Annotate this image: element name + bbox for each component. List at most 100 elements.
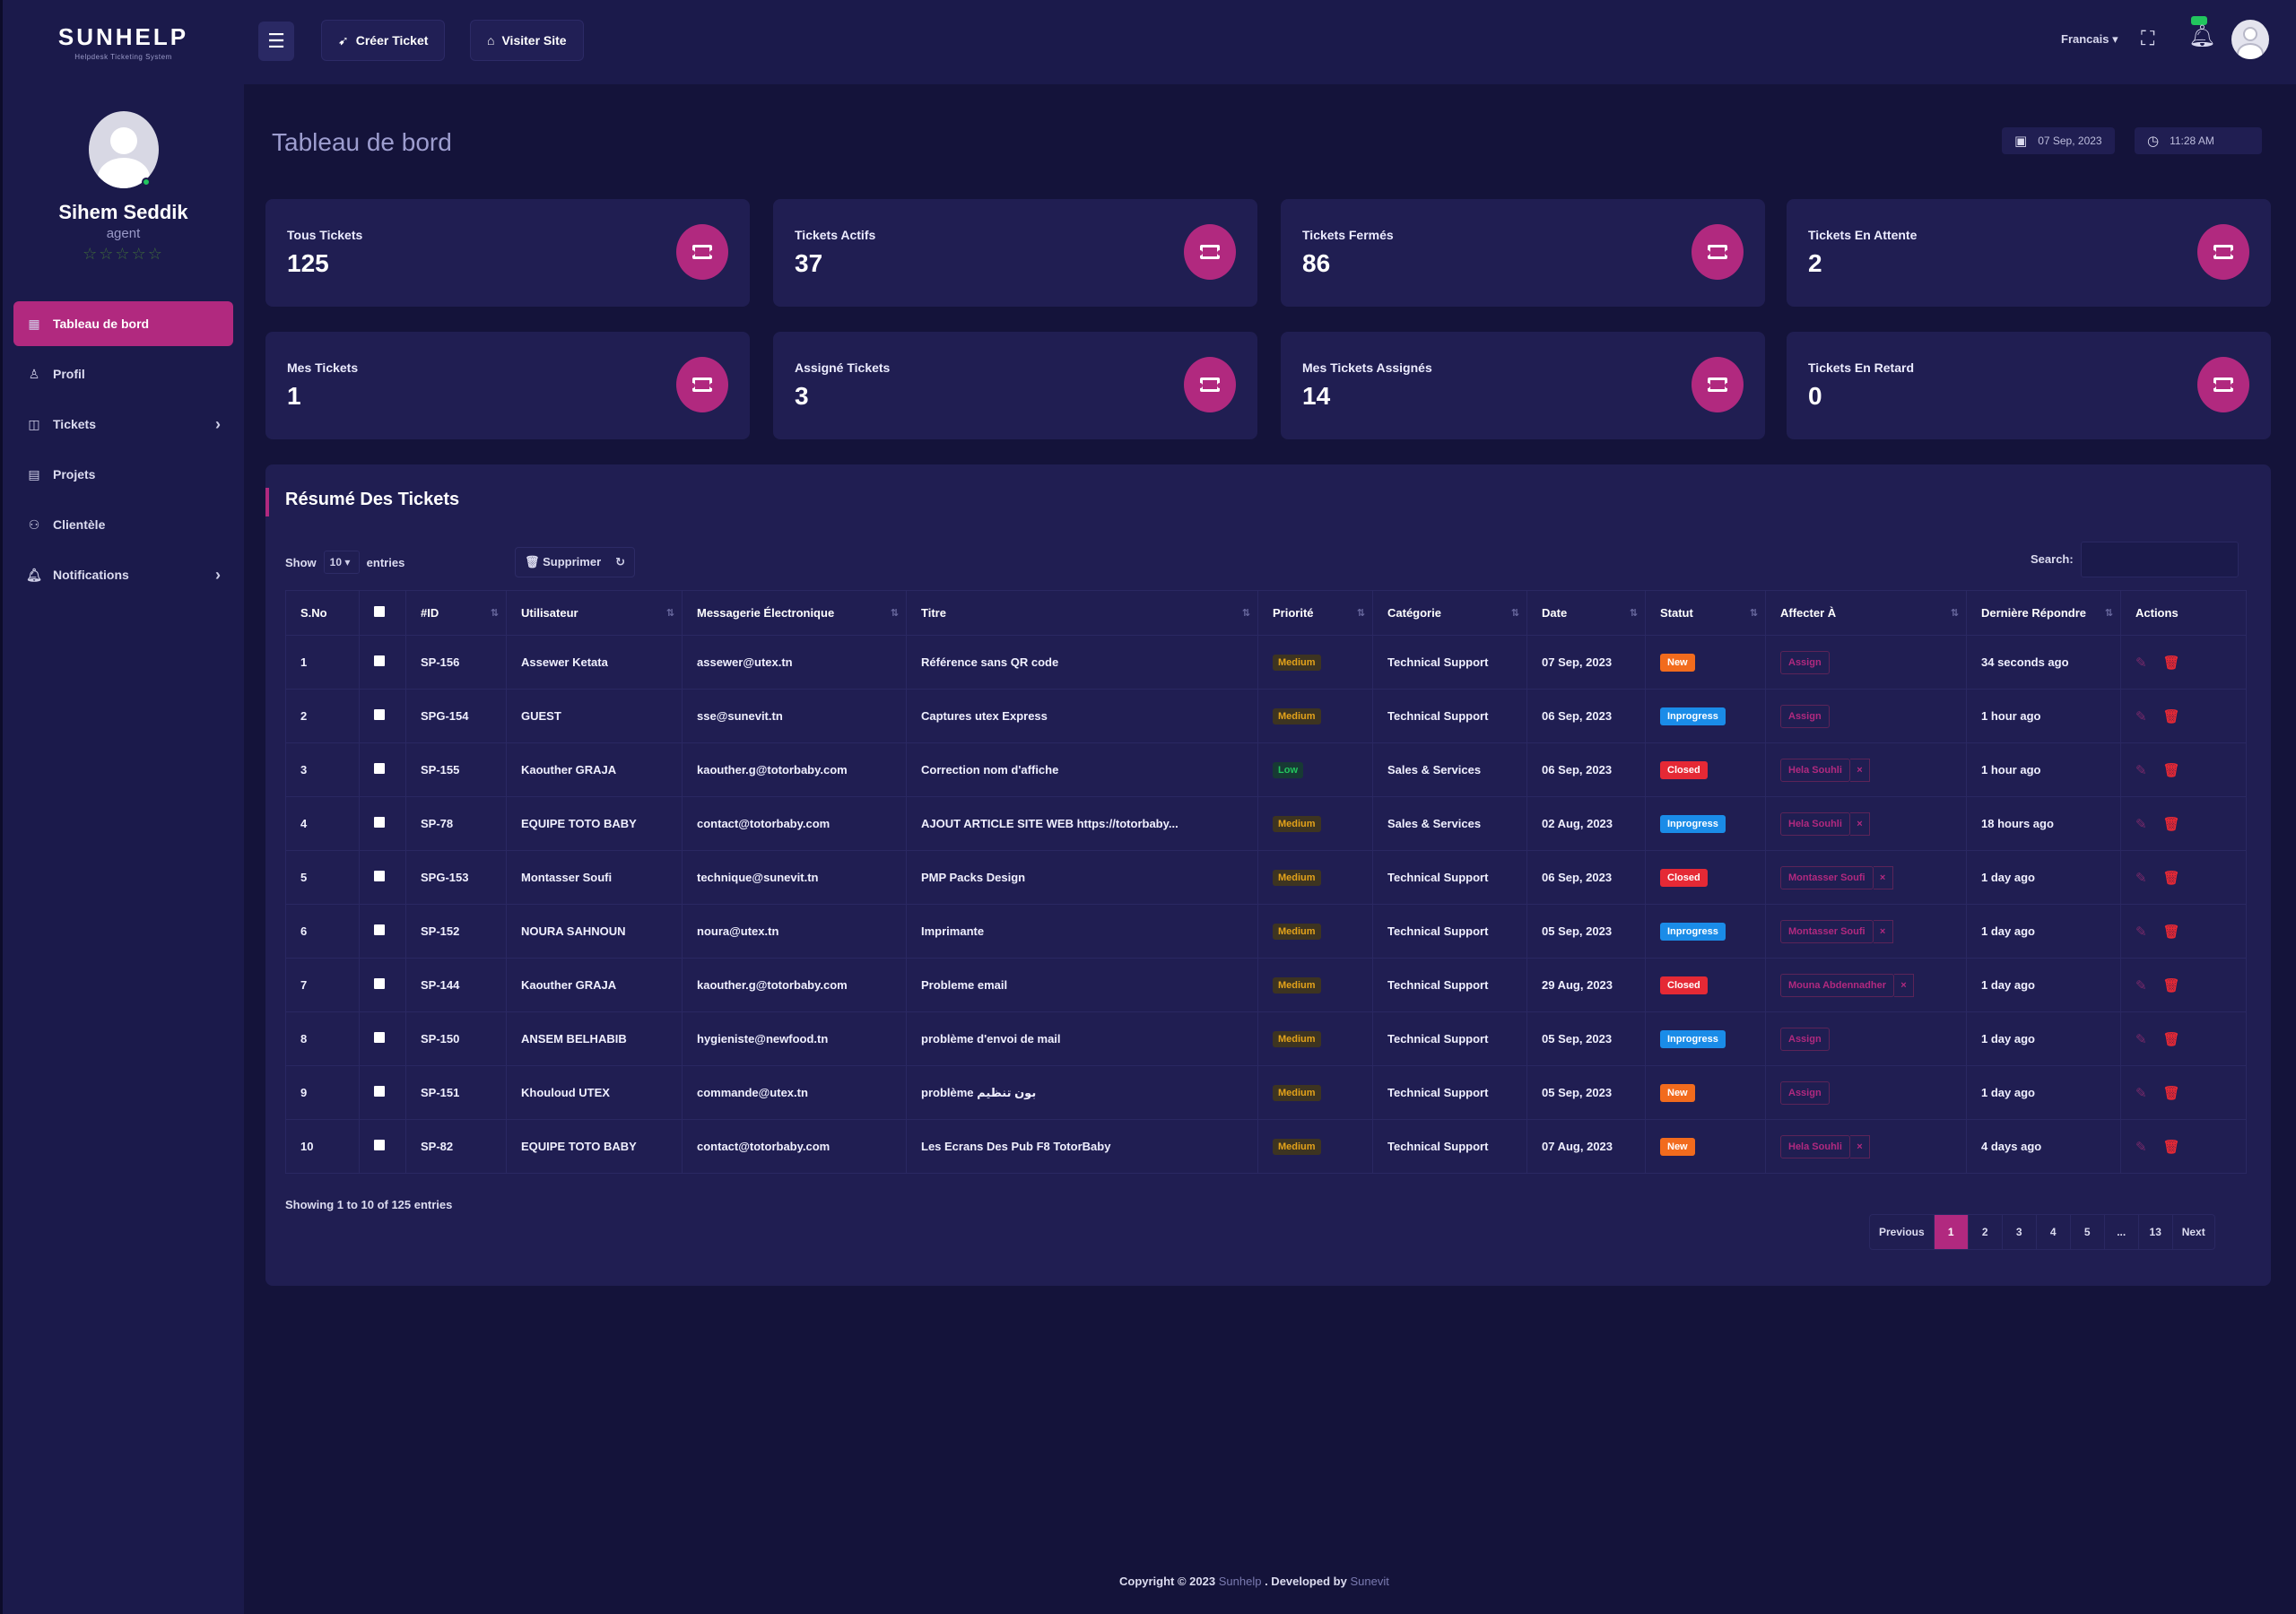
cell-select[interactable] (359, 742, 406, 797)
column-header[interactable]: Catégorie ⇅ (1372, 590, 1527, 636)
cell-select[interactable] (359, 1065, 406, 1120)
checkbox[interactable] (374, 606, 385, 617)
cell-title[interactable]: problème بون تنظيم (906, 1065, 1258, 1120)
edit-icon[interactable]: ✎ (2135, 708, 2147, 725)
edit-icon[interactable]: ✎ (2135, 1139, 2147, 1155)
trash-icon[interactable]: 🗑︎ (2162, 762, 2180, 778)
cell-title[interactable]: Correction nom d'affiche (906, 742, 1258, 797)
stat-card-my-tickets[interactable]: Mes Tickets 1 (265, 332, 750, 439)
column-header[interactable]: Dernière Répondre ⇅ (1966, 590, 2121, 636)
assign-select[interactable]: Assign (1780, 704, 1830, 728)
page-2-button[interactable]: 2 (1969, 1215, 2003, 1249)
checkbox[interactable] (374, 763, 385, 774)
column-header[interactable]: Affecter À ⇅ (1765, 590, 1967, 636)
cell-select[interactable] (359, 689, 406, 743)
logo[interactable]: SUNHELP Helpdesk Ticketing System (3, 0, 244, 84)
assign-select[interactable]: Assign (1780, 650, 1830, 674)
cell-id[interactable]: SP-144 (405, 958, 507, 1012)
table-row[interactable]: 2 SPG-154 GUEST sse@sunevit.tn Captures utex… (285, 689, 2247, 743)
cell-id[interactable]: SP-78 (405, 796, 507, 851)
create-ticket-button[interactable]: ➹ Créer Ticket (321, 20, 446, 61)
stat-card-active-tickets[interactable]: Tickets Actifs 37 (773, 199, 1257, 307)
table-row[interactable]: 3 SP-155 Kaouther GRAJA kaouther.g@totorbab… (285, 742, 2247, 797)
edit-icon[interactable]: ✎ (2135, 1031, 2147, 1047)
edit-icon[interactable]: ✎ (2135, 655, 2147, 671)
sidebar-item-profile[interactable]: ♙ Profil (13, 351, 233, 396)
table-row[interactable]: 8 SP-150 ANSEM BELHABIB hygieniste@newfood.… (285, 1011, 2247, 1066)
stat-card-all-tickets[interactable]: Tous Tickets 125 (265, 199, 750, 307)
table-row[interactable]: 1 SP-156 Assewer Ketata assewer@utex.tn Réfé… (285, 635, 2247, 690)
cell-title[interactable]: Les Ecrans Des Pub F8 TotorBaby (906, 1119, 1258, 1174)
table-row[interactable]: 5 SPG-153 Montasser Soufi technique@sunevit… (285, 850, 2247, 905)
cell-id[interactable]: SP-155 (405, 742, 507, 797)
sidebar-item-projects[interactable]: ▤ Projets (13, 452, 233, 497)
page-previous-button[interactable]: Previous (1870, 1215, 1935, 1249)
sidebar-item-tickets[interactable]: ◫ Tickets › (13, 402, 233, 447)
sidebar-item-clients[interactable]: ⚇ Clientèle (13, 502, 233, 547)
stat-card-overdue-tickets[interactable]: Tickets En Retard 0 (1787, 332, 2271, 439)
cell-id[interactable]: SPG-154 (405, 689, 507, 743)
cell-select[interactable] (359, 1011, 406, 1066)
trash-icon[interactable]: 🗑︎ (2162, 1031, 2180, 1047)
checkbox[interactable] (374, 655, 385, 666)
checkbox[interactable] (374, 871, 385, 881)
assign-select[interactable]: Hela Souhli (1780, 811, 1850, 836)
footer-brand-link[interactable]: Sunhelp (1218, 1575, 1262, 1588)
assign-select[interactable]: Hela Souhli (1780, 1134, 1850, 1158)
checkbox[interactable] (374, 1086, 385, 1097)
stat-card-pending-tickets[interactable]: Tickets En Attente 2 (1787, 199, 2271, 307)
stat-card-my-assigned-tickets[interactable]: Mes Tickets Assignés 14 (1281, 332, 1765, 439)
column-header[interactable]: Date ⇅ (1526, 590, 1646, 636)
assign-select[interactable]: Assign (1780, 1080, 1830, 1105)
search-input[interactable] (2081, 542, 2239, 577)
cell-title[interactable]: Probleme email (906, 958, 1258, 1012)
cell-select[interactable] (359, 1119, 406, 1174)
footer-developer-link[interactable]: Sunevit (1350, 1575, 1389, 1588)
column-header[interactable]: Priorité ⇅ (1257, 590, 1373, 636)
trash-icon[interactable]: 🗑︎ (2162, 816, 2180, 832)
column-header[interactable]: Utilisateur ⇅ (506, 590, 683, 636)
edit-icon[interactable]: ✎ (2135, 870, 2147, 886)
column-header[interactable]: Statut ⇅ (1645, 590, 1766, 636)
sidebar-item-notifications[interactable]: 🔔︎ Notifications › (13, 552, 233, 597)
trash-icon[interactable]: 🗑︎ (2162, 924, 2180, 940)
entries-select[interactable]: 10 ▾ (323, 551, 360, 574)
cell-title[interactable]: problème d'envoi de mail (906, 1011, 1258, 1066)
assign-select[interactable]: Montasser Soufi (1780, 865, 1874, 889)
cell-id[interactable]: SP-152 (405, 904, 507, 959)
cell-select[interactable] (359, 796, 406, 851)
user-avatar-menu[interactable] (2231, 20, 2269, 59)
edit-icon[interactable]: ✎ (2135, 762, 2147, 778)
stat-card-assigned-tickets[interactable]: Assigné Tickets 3 (773, 332, 1257, 439)
page-4-button[interactable]: 4 (2037, 1215, 2071, 1249)
edit-icon[interactable]: ✎ (2135, 924, 2147, 940)
refresh-icon[interactable]: ↻ (615, 555, 626, 568)
cell-title[interactable]: AJOUT ARTICLE SITE WEB https://totorbaby… (906, 796, 1258, 851)
page-13-button[interactable]: 13 (2139, 1215, 2173, 1249)
unassign-icon[interactable]: × (1849, 1134, 1870, 1158)
edit-icon[interactable]: ✎ (2135, 1085, 2147, 1101)
unassign-icon[interactable]: × (1849, 758, 1870, 782)
cell-id[interactable]: SP-150 (405, 1011, 507, 1066)
visit-site-button[interactable]: ⌂ Visiter Site (470, 20, 584, 61)
language-dropdown[interactable]: Francais ▾ (2061, 32, 2118, 46)
table-row[interactable]: 6 SP-152 NOURA SAHNOUN noura@utex.tn Imprima… (285, 904, 2247, 959)
edit-icon[interactable]: ✎ (2135, 977, 2147, 994)
cell-id[interactable]: SP-156 (405, 635, 507, 690)
cell-title[interactable]: Captures utex Express (906, 689, 1258, 743)
edit-icon[interactable]: ✎ (2135, 816, 2147, 832)
checkbox[interactable] (374, 709, 385, 720)
trash-icon[interactable]: 🗑︎ (2162, 708, 2180, 725)
assign-select[interactable]: Hela Souhli (1780, 758, 1850, 782)
checkbox[interactable] (374, 1140, 385, 1150)
cell-select[interactable] (359, 904, 406, 959)
trash-icon[interactable]: 🗑︎ (2162, 870, 2180, 886)
page-next-button[interactable]: Next (2181, 1226, 2205, 1238)
unassign-icon[interactable]: × (1849, 811, 1870, 836)
cell-select[interactable] (359, 958, 406, 1012)
unassign-icon[interactable]: × (1873, 919, 1893, 943)
delete-button[interactable]: 🗑 Supprimer ↻ (515, 547, 636, 577)
cell-title[interactable]: Référence sans QR code (906, 635, 1258, 690)
column-header[interactable]: S.No (285, 590, 360, 636)
unassign-icon[interactable]: × (1893, 973, 1914, 997)
